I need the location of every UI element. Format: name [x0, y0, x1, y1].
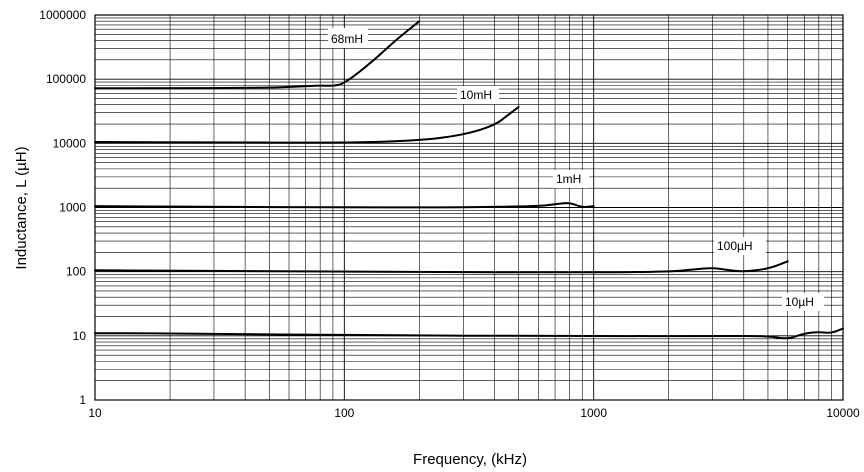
y-tick-labels: 1 10 100 1000 10000 100000 1000000 — [39, 8, 86, 407]
series-label: 100µH — [717, 239, 753, 253]
y-tick-label: 10 — [73, 329, 87, 343]
x-tick-label: 1000 — [580, 406, 607, 420]
series-label: 10µH — [785, 295, 814, 309]
series-label: 68mH — [331, 32, 363, 46]
y-tick-label: 1000 — [59, 201, 86, 215]
series-line-100µH — [95, 261, 788, 272]
x-tick-label: 10000 — [826, 406, 860, 420]
y-tick-label: 100 — [66, 265, 86, 279]
y-tick-label: 10000 — [53, 136, 87, 150]
series-line-10mH — [95, 107, 519, 143]
y-tick-label: 100000 — [46, 72, 86, 86]
x-tick-labels: 10 100 1000 10000 — [88, 406, 860, 420]
series-line-68mH — [95, 21, 419, 88]
y-axis-title: Inductance, L (µH) — [13, 146, 30, 269]
x-tick-label: 10 — [88, 406, 102, 420]
y-tick-label: 1000000 — [39, 8, 86, 22]
series-line-10µH — [95, 329, 843, 339]
series-label: 10mH — [460, 88, 492, 102]
y-tick-label: 1 — [79, 393, 86, 407]
series-label: 1mH — [556, 172, 581, 186]
x-axis-title: Frequency, (kHz) — [413, 451, 527, 468]
x-tick-label: 100 — [334, 406, 354, 420]
